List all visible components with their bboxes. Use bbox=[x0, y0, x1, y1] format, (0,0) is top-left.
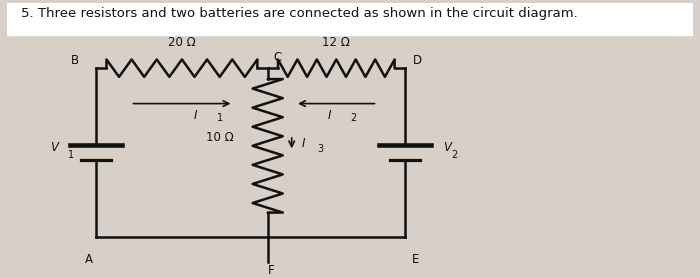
Text: I: I bbox=[194, 109, 197, 122]
Text: 12 Ω: 12 Ω bbox=[322, 36, 350, 49]
Text: C: C bbox=[273, 51, 281, 64]
Text: 1: 1 bbox=[216, 113, 223, 123]
Text: 2: 2 bbox=[350, 113, 356, 123]
Text: V: V bbox=[50, 141, 59, 154]
Text: 10 Ω: 10 Ω bbox=[206, 131, 233, 144]
Bar bbox=[7, 3, 693, 36]
Text: D: D bbox=[413, 54, 422, 67]
Text: I: I bbox=[302, 136, 305, 150]
Text: A: A bbox=[85, 254, 93, 266]
Text: 3: 3 bbox=[318, 143, 324, 153]
Text: 20 Ω: 20 Ω bbox=[168, 36, 196, 49]
Text: I: I bbox=[328, 109, 331, 122]
Text: E: E bbox=[412, 254, 419, 266]
Text: V: V bbox=[442, 141, 451, 154]
Text: B: B bbox=[71, 54, 79, 67]
Text: 2: 2 bbox=[452, 150, 458, 160]
Text: 5. Three resistors and two batteries are connected as shown in the circuit diagr: 5. Three resistors and two batteries are… bbox=[21, 7, 578, 20]
Text: F: F bbox=[268, 264, 274, 277]
Text: 1: 1 bbox=[68, 150, 74, 160]
